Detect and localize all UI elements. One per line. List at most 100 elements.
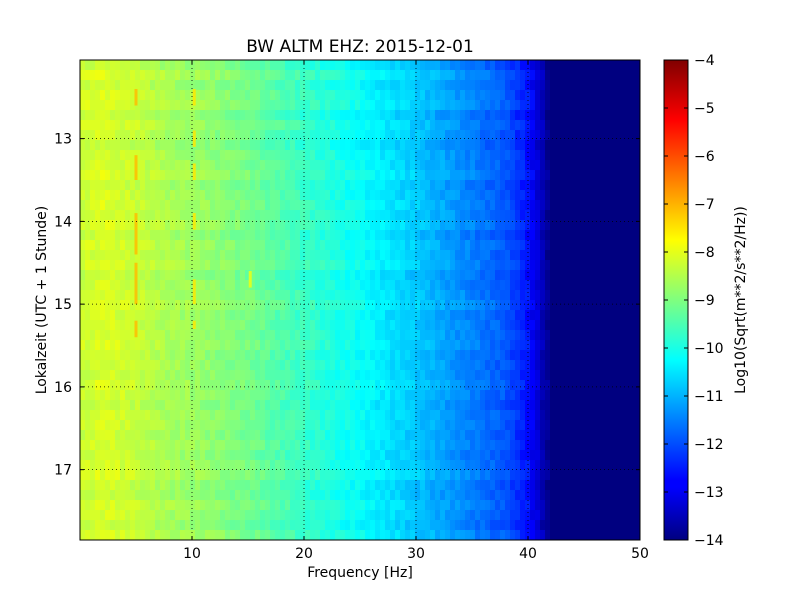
heatmap-cell xyxy=(255,230,261,241)
heatmap-cell xyxy=(85,460,91,471)
heatmap-cell xyxy=(105,420,111,431)
heatmap-cell xyxy=(235,280,241,291)
heatmap-cell xyxy=(620,310,626,321)
heatmap-cell xyxy=(455,210,461,221)
heatmap-cell xyxy=(390,350,396,361)
heatmap-cell xyxy=(190,110,196,121)
heatmap-cell xyxy=(425,210,431,221)
heatmap-cell xyxy=(460,370,466,381)
heatmap-cell xyxy=(115,190,121,201)
heatmap-cell xyxy=(450,440,456,451)
heatmap-cell xyxy=(365,470,371,481)
heatmap-cell xyxy=(175,400,181,411)
heatmap-cell xyxy=(325,270,331,281)
heatmap-cell xyxy=(225,300,231,311)
heatmap-cell xyxy=(405,120,411,131)
heatmap-cell xyxy=(415,70,421,81)
heatmap-cell xyxy=(180,140,186,151)
heatmap-cell xyxy=(420,360,426,371)
heatmap-cell xyxy=(565,390,571,401)
heatmap-cell xyxy=(375,110,381,121)
heatmap-cell xyxy=(380,130,386,141)
heatmap-cell xyxy=(330,370,336,381)
heatmap-cell xyxy=(530,310,536,321)
heatmap-cell xyxy=(615,260,621,271)
heatmap-cell xyxy=(615,60,621,71)
heatmap-cell xyxy=(465,350,471,361)
heatmap-cell xyxy=(120,380,126,391)
heatmap-cell xyxy=(110,220,116,231)
heatmap-cell xyxy=(115,280,121,291)
heatmap-cell xyxy=(600,180,606,191)
heatmap-cell xyxy=(535,290,541,301)
heatmap-cell xyxy=(365,200,371,211)
heatmap-cell xyxy=(350,350,356,361)
heatmap-cell xyxy=(205,400,211,411)
heatmap-cell xyxy=(105,180,111,191)
heatmap-cell xyxy=(210,500,216,511)
heatmap-cell xyxy=(620,240,626,251)
heatmap-cell xyxy=(400,390,406,401)
heatmap-cell xyxy=(585,220,591,231)
heatmap-cell xyxy=(280,290,286,301)
heatmap-cell xyxy=(100,220,106,231)
heatmap-cell xyxy=(165,300,171,311)
heatmap-cell xyxy=(175,330,181,341)
spectrogram-plot xyxy=(80,60,640,540)
heatmap-cell xyxy=(440,200,446,211)
heatmap-cell xyxy=(445,230,451,241)
heatmap-cell xyxy=(215,340,221,351)
heatmap-cell xyxy=(635,330,640,341)
heatmap-cell xyxy=(130,170,136,181)
heatmap-cell xyxy=(585,340,591,351)
heatmap-cell xyxy=(595,340,601,351)
heatmap-cell xyxy=(155,60,161,71)
heatmap-cell xyxy=(435,170,441,181)
heatmap-cell xyxy=(230,220,236,231)
heatmap-cell xyxy=(190,400,196,411)
heatmap-cell xyxy=(575,130,581,141)
heatmap-cell xyxy=(150,80,156,91)
heatmap-cell xyxy=(280,310,286,321)
heatmap-cell xyxy=(170,240,176,251)
heatmap-cell xyxy=(350,260,356,271)
heatmap-cell xyxy=(280,460,286,471)
heatmap-cell xyxy=(310,430,316,441)
heatmap-cell xyxy=(320,330,326,341)
heatmap-cell xyxy=(430,470,436,481)
heatmap-cell xyxy=(95,460,101,471)
heatmap-cell xyxy=(610,400,616,411)
heatmap-cell xyxy=(215,80,221,91)
heatmap-cell xyxy=(220,470,226,481)
heatmap-cell xyxy=(445,140,451,151)
heatmap-cell xyxy=(315,190,321,201)
heatmap-cell xyxy=(490,150,496,161)
heatmap-cell xyxy=(400,160,406,171)
heatmap-cell xyxy=(540,210,546,221)
heatmap-cell xyxy=(125,100,131,111)
heatmap-cell xyxy=(440,320,446,331)
heatmap-cell xyxy=(340,240,346,251)
heatmap-cell xyxy=(335,160,341,171)
heatmap-cell xyxy=(320,140,326,151)
heatmap-cell xyxy=(350,490,356,501)
heatmap-cell xyxy=(100,150,106,161)
heatmap-cell xyxy=(440,140,446,151)
heatmap-cell xyxy=(495,410,501,421)
heatmap-cell xyxy=(165,430,171,441)
heatmap-cell xyxy=(380,300,386,311)
heatmap-cell xyxy=(315,320,321,331)
heatmap-cell xyxy=(500,110,506,121)
heatmap-cell xyxy=(590,370,596,381)
heatmap-cell xyxy=(545,120,551,131)
heatmap-cell xyxy=(315,240,321,251)
heatmap-cell xyxy=(420,330,426,341)
heatmap-cell xyxy=(80,190,86,201)
heatmap-cell xyxy=(510,180,516,191)
heatmap-cell xyxy=(155,200,161,211)
heatmap-cell xyxy=(260,430,266,441)
heatmap-cell xyxy=(90,370,96,381)
heatmap-cell xyxy=(230,470,236,481)
heatmap-cell xyxy=(210,360,216,371)
heatmap-cell xyxy=(255,450,261,461)
